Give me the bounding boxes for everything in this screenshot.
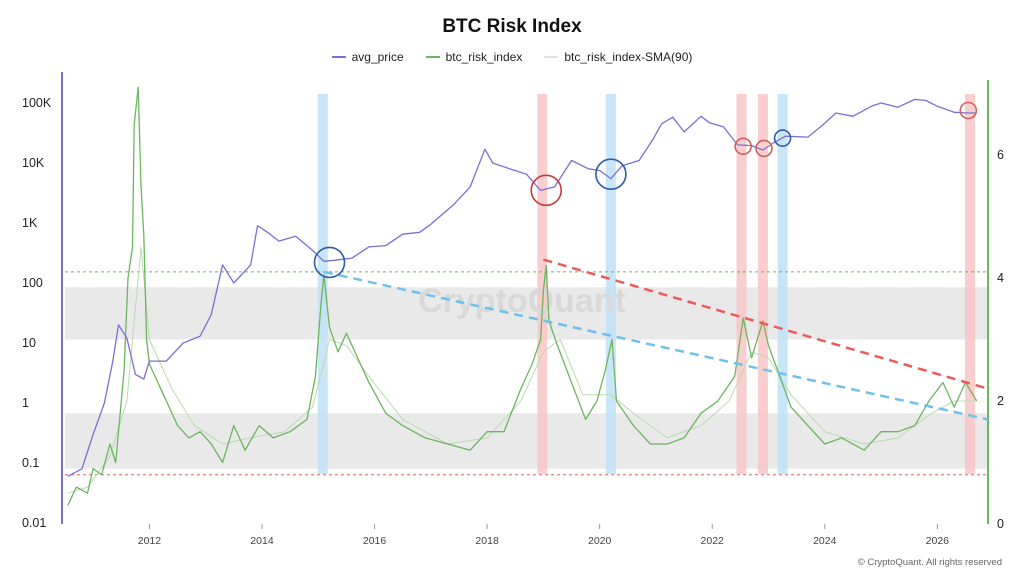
annotation-circle-5 — [773, 129, 792, 147]
y-right-tick-label: 4 — [997, 271, 1004, 285]
legend-item-risk-index[interactable]: btc_risk_index — [425, 50, 523, 64]
y-left-tick-label: 10 — [22, 336, 36, 350]
annotation-circle-1 — [530, 174, 562, 207]
highlight-bar-2 — [605, 94, 616, 474]
series-line-btc-risk-index-sma-90- — [67, 246, 977, 494]
x-tick-label: 2014 — [250, 535, 274, 547]
trendline-0 — [543, 258, 989, 390]
y-left-tick-label: 0.1 — [22, 456, 39, 470]
x-tick-label: 2018 — [475, 535, 499, 547]
highlight-bar-5 — [777, 94, 788, 474]
y-right-tick-label: 0 — [997, 517, 1004, 531]
x-tick-label: 2022 — [701, 535, 725, 547]
annotation-circle-6 — [959, 101, 978, 120]
legend-label-avg-price: avg_price — [351, 50, 404, 64]
y-right-tick-label: 2 — [997, 394, 1004, 408]
x-tick-label: 2016 — [363, 535, 387, 547]
x-tick-label: 2026 — [926, 535, 950, 547]
highlight-bar-4 — [757, 94, 768, 474]
watermark-text: CryptoQuant — [418, 282, 626, 320]
x-tick-label: 2024 — [813, 535, 837, 547]
legend-label-risk-sma: btc_risk_index-SMA(90) — [564, 50, 693, 64]
y-left-tick-label: 1 — [22, 396, 29, 410]
x-tick-label: 2012 — [138, 535, 162, 547]
y-left-tick-label: 100 — [22, 276, 43, 290]
y-right-tick-label: 6 — [997, 148, 1004, 162]
annotation-circle-3 — [734, 137, 752, 156]
risk-band-0 — [65, 287, 988, 340]
annotation-circle-0 — [313, 246, 346, 279]
copyright-footer: © CryptoQuant. All rights reserved — [857, 557, 1002, 568]
legend-swatch-risk-index — [425, 56, 440, 58]
legend-label-risk-index: btc_risk_index — [445, 50, 523, 64]
chart-title: BTC Risk Index — [442, 16, 582, 37]
legend-item-risk-sma[interactable]: btc_risk_index-SMA(90) — [544, 50, 692, 64]
legend-swatch-risk-sma — [544, 56, 559, 58]
y-left-tick-label: 1K — [22, 216, 38, 230]
risk-band-1 — [65, 413, 988, 469]
annotation-circle-2 — [595, 158, 627, 191]
series-line-btc-risk-index — [67, 86, 978, 506]
series-line-avg-price — [67, 98, 977, 477]
legend-swatch-avg-price — [331, 56, 346, 58]
highlight-bar-1 — [537, 94, 548, 474]
x-tick-label: 2020 — [588, 535, 612, 547]
annotation-circle-4 — [755, 139, 773, 158]
y-left-tick-label: 10K — [22, 156, 45, 170]
highlight-bar-6 — [964, 94, 975, 474]
highlight-bar-3 — [736, 94, 747, 474]
chart-legend: avg_price btc_risk_index btc_risk_index-… — [0, 50, 1024, 64]
y-left-tick-label: 100K — [22, 96, 52, 110]
trendline-1 — [323, 270, 989, 421]
y-left-tick-label: 0.01 — [22, 516, 46, 530]
legend-item-avg-price[interactable]: avg_price — [331, 50, 404, 64]
